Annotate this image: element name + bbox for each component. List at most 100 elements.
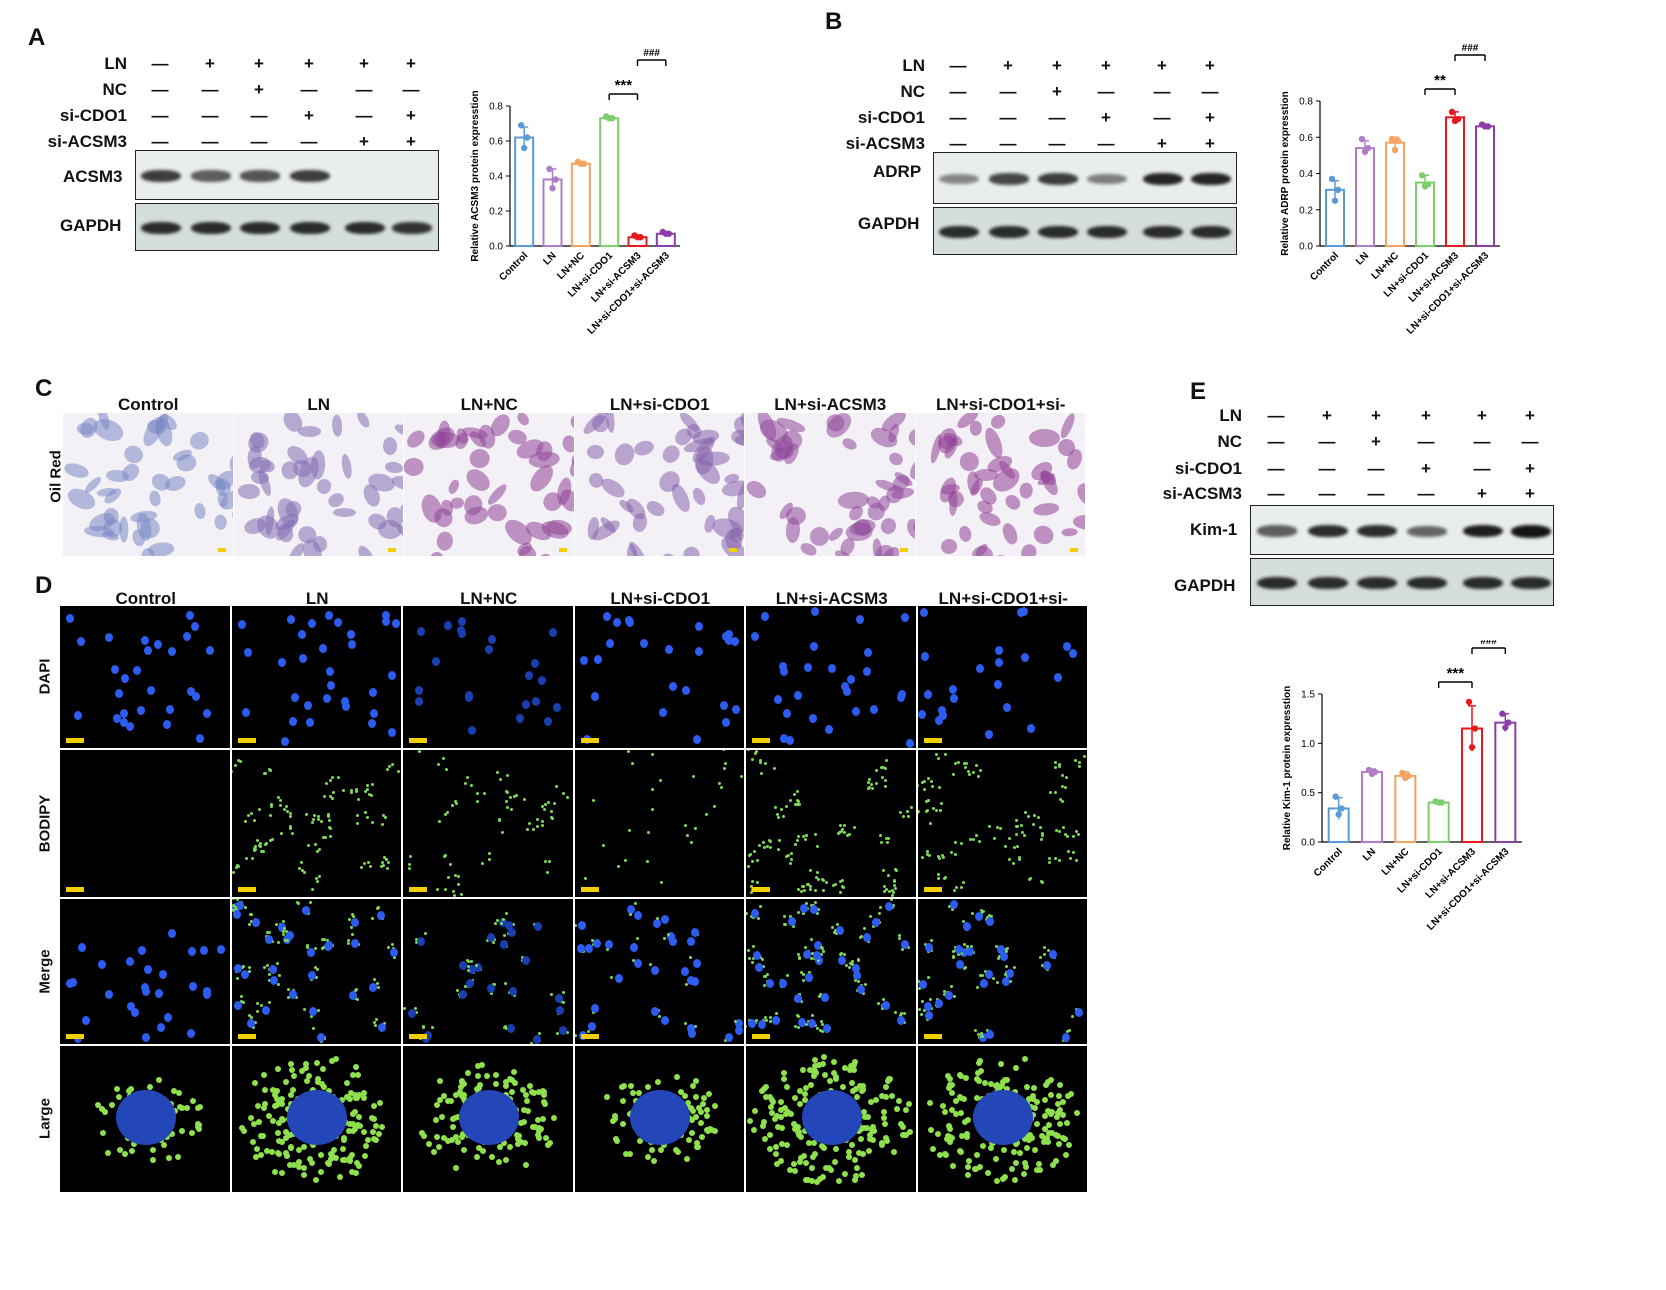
panel-letter-a: A: [28, 24, 46, 51]
data-point: [1448, 108, 1456, 116]
condition-sign: —: [1417, 484, 1435, 503]
data-point: [1502, 724, 1509, 731]
y-tick-label: 0.8: [489, 102, 503, 113]
data-point: [1332, 793, 1339, 800]
fluorescence-image: [403, 1046, 573, 1192]
data-point: [634, 234, 641, 241]
sig-label: ###: [1462, 43, 1479, 54]
data-point: [1505, 719, 1512, 726]
scale-bar: [409, 738, 427, 743]
condition-sign: +: [406, 106, 416, 125]
condition-label: LN: [902, 56, 925, 75]
data-point: [605, 115, 613, 122]
column-title: LN+si-CDO1: [610, 589, 711, 608]
scale-bar: [558, 548, 567, 552]
data-point: [1334, 186, 1342, 194]
fluorescence-image: [917, 750, 1087, 897]
condition-sign: +: [1205, 56, 1215, 75]
condition-sign: —: [1153, 82, 1171, 101]
scale-bar: [237, 1034, 256, 1039]
blot-band: [1038, 173, 1078, 185]
sig-label: **: [1434, 72, 1446, 89]
oil-red-image: [233, 413, 403, 556]
fluorescence-image: [403, 750, 573, 897]
fluorescence-image: [917, 899, 1087, 1044]
blot-label: ADRP: [873, 162, 922, 181]
condition-sign: +: [1322, 406, 1332, 425]
panel-letter-e: E: [1190, 378, 1207, 405]
condition-sign: —: [1048, 134, 1066, 153]
bar: [1445, 116, 1465, 247]
blot-band: [141, 170, 181, 182]
bar-chart-acsm3: 0.0 0.2 0.4 0.6 0.8 Relative ACSM3 protein ex…: [470, 48, 680, 337]
column-title: Control: [118, 395, 179, 414]
bar: [1494, 721, 1517, 843]
column-title: LN+NC: [460, 395, 518, 414]
bar: [1475, 125, 1495, 247]
data-point: [1499, 710, 1506, 717]
fluorescence-image: [746, 606, 916, 748]
condition-sign: —: [1097, 82, 1115, 101]
data-point: [1335, 811, 1342, 818]
condition-sign: —: [1267, 432, 1285, 451]
condition-sign: —: [1267, 406, 1285, 425]
data-point: [1481, 123, 1489, 130]
fluorescence-image: [60, 899, 230, 1044]
blot-band: [345, 221, 385, 235]
data-point: [1399, 769, 1406, 777]
scale-bar: [580, 738, 599, 743]
blot-membrane: [933, 207, 1237, 255]
fluorescence-image: [574, 750, 744, 897]
blot-band: [1357, 576, 1397, 590]
condition-sign: +: [254, 80, 264, 99]
oil-red-image: [63, 413, 233, 556]
condition-sign: —: [1097, 134, 1115, 153]
blot-band: [989, 225, 1029, 239]
oil-red-image: [404, 413, 574, 556]
condition-sign: +: [359, 54, 369, 73]
condition-sign: —: [355, 80, 373, 99]
data-point: [1358, 135, 1366, 143]
scale-bar: [752, 738, 770, 743]
fluorescence-image: [60, 1046, 230, 1192]
y-tick-label: 1.5: [1301, 690, 1315, 701]
x-tick-label: Control: [1308, 250, 1341, 283]
scale-bar: [923, 1034, 942, 1039]
condition-sign: —: [1267, 459, 1285, 478]
condition-sign: —: [151, 132, 169, 151]
bar: [1415, 181, 1435, 247]
condition-sign: +: [1525, 406, 1535, 425]
row-label-oil-red: Oil Red: [47, 450, 65, 503]
column-title: LN+si-ACSM3: [774, 395, 887, 414]
blot-band: [1087, 225, 1127, 239]
condition-sign: —: [1417, 432, 1435, 451]
blot-band: [1087, 173, 1127, 185]
condition-sign: —: [151, 54, 169, 73]
condition-sign: +: [359, 132, 369, 151]
data-point: [1468, 744, 1476, 751]
condition-label: LN: [104, 54, 127, 73]
y-axis-label: Relative ADRP protein expresstion: [1280, 91, 1291, 256]
condition-sign: —: [201, 80, 219, 99]
blot-band: [1511, 576, 1551, 590]
data-point: [1338, 805, 1345, 812]
condition-sign: +: [1052, 56, 1062, 75]
bar: [514, 136, 535, 247]
bar-chart-adrp: 0.0 0.2 0.4 0.6 0.8 Relative ADRP protein exp…: [1280, 43, 1500, 337]
y-tick-label: 0.2: [489, 207, 503, 218]
condition-label: si-ACSM3: [845, 134, 925, 153]
y-axis-label: Relative Kim-1 protein expresstion: [1282, 686, 1293, 851]
blot-band: [240, 170, 280, 182]
condition-sign: +: [1477, 484, 1487, 503]
blot-band: [191, 170, 231, 182]
blot-band: [1407, 576, 1447, 590]
scale-bar: [580, 1034, 599, 1039]
condition-sign: —: [151, 80, 169, 99]
data-point: [1394, 137, 1402, 145]
condition-sign: —: [355, 106, 373, 125]
condition-sign: +: [1157, 134, 1167, 153]
fluorescence-image: [574, 1046, 744, 1192]
blot-band: [392, 221, 432, 235]
data-point: [662, 230, 670, 237]
panel-letter-d: D: [35, 572, 53, 599]
